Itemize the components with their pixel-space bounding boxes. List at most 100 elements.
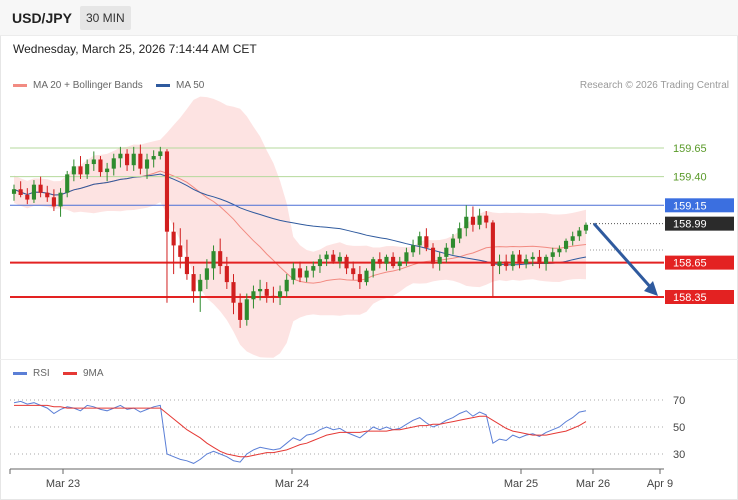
candle-body bbox=[517, 254, 522, 264]
candle-body bbox=[131, 153, 136, 166]
candle-body bbox=[138, 153, 143, 169]
x-tick-label: Mar 23 bbox=[46, 478, 80, 490]
candle-body bbox=[424, 236, 429, 248]
candle-body bbox=[178, 245, 183, 257]
candle-body bbox=[218, 251, 223, 267]
candle-body bbox=[504, 261, 509, 267]
legend-ma20: MA 20 + Bollinger Bands bbox=[13, 80, 143, 91]
candle-body bbox=[484, 215, 489, 223]
candle-body bbox=[544, 256, 549, 264]
candle-body bbox=[38, 184, 43, 193]
candle-body bbox=[158, 151, 163, 157]
candle-body bbox=[411, 245, 416, 253]
candle-body bbox=[238, 302, 243, 320]
candle-body bbox=[351, 268, 356, 275]
symbol-label: USD/JPY bbox=[12, 10, 72, 26]
candle-body bbox=[297, 268, 303, 278]
legend-rsi: RSI bbox=[13, 368, 50, 379]
candle-body bbox=[524, 259, 529, 264]
forecast-arrow-head bbox=[644, 281, 658, 296]
level-label-159-15: 159.15 bbox=[673, 200, 707, 212]
candle-body bbox=[384, 256, 389, 264]
candle-body bbox=[371, 259, 376, 271]
candle-body bbox=[244, 299, 249, 320]
candle-body bbox=[91, 159, 96, 165]
candle-body bbox=[391, 256, 396, 267]
ma20-label: MA 20 + Bollinger Bands bbox=[33, 80, 143, 91]
candle-body bbox=[344, 256, 349, 269]
level-tag-158-99 bbox=[665, 216, 734, 231]
candle-body bbox=[224, 266, 229, 283]
candle-body bbox=[78, 166, 83, 175]
top-bar: USD/JPY 30 MIN bbox=[0, 0, 738, 36]
candle-body bbox=[510, 254, 515, 267]
candle-body bbox=[304, 270, 309, 278]
candle-body bbox=[125, 153, 130, 166]
date-time: Wednesday, March 25, 2026 7:14:44 AM CET bbox=[13, 42, 257, 56]
forecast-arrow-shaft bbox=[592, 222, 655, 291]
candle-body bbox=[477, 215, 482, 225]
rsi-ma-swatch bbox=[63, 372, 77, 375]
candle-body bbox=[18, 189, 23, 195]
candle-body bbox=[151, 156, 156, 160]
candle-body bbox=[530, 256, 535, 260]
x-tick-label: Apr 9 bbox=[647, 478, 673, 490]
rsi-level-label-30: 30 bbox=[673, 449, 685, 461]
candle-body bbox=[437, 256, 442, 264]
level-label-158-35: 158.35 bbox=[673, 292, 707, 304]
candle-body bbox=[204, 268, 209, 280]
candle-body bbox=[277, 291, 283, 297]
candle-body bbox=[111, 158, 116, 169]
candle-body bbox=[470, 216, 475, 225]
rsi-line bbox=[13, 400, 587, 464]
candle-body bbox=[105, 168, 110, 173]
candle-body bbox=[211, 251, 216, 269]
candle-body bbox=[51, 197, 56, 207]
candle-body bbox=[118, 153, 123, 159]
candle-body bbox=[464, 216, 469, 229]
candle-body bbox=[490, 222, 495, 267]
candle-body bbox=[404, 252, 409, 262]
level-tag-159-15 bbox=[665, 198, 734, 213]
level-label-159-65: 159.65 bbox=[673, 143, 707, 155]
candle-body bbox=[397, 261, 402, 267]
candle-body bbox=[264, 288, 269, 296]
candle-body bbox=[271, 295, 276, 297]
candle-body bbox=[45, 192, 50, 198]
candle-body bbox=[144, 159, 150, 169]
candle-body bbox=[171, 231, 176, 246]
rsi-level-label-50: 50 bbox=[673, 422, 685, 434]
candle-body bbox=[251, 291, 256, 300]
timeframe-button[interactable]: 30 MIN bbox=[80, 6, 131, 30]
level-label-158-65: 158.65 bbox=[673, 258, 707, 270]
level-tag-158-35 bbox=[665, 290, 734, 304]
x-tick-label: Mar 24 bbox=[275, 478, 309, 490]
candle-body bbox=[444, 247, 449, 257]
candle-body bbox=[570, 236, 575, 241]
candle-body bbox=[583, 224, 589, 231]
candle-body bbox=[417, 236, 422, 246]
rsi-ma-line bbox=[14, 404, 587, 458]
candle-body bbox=[450, 238, 456, 248]
candle-body bbox=[317, 259, 323, 267]
rsi-label: RSI bbox=[33, 368, 50, 379]
candle-body bbox=[324, 254, 329, 260]
level-label-158-99: 158.99 bbox=[673, 219, 707, 231]
bollinger-band bbox=[14, 96, 586, 358]
candle-body bbox=[98, 159, 103, 173]
candle-body bbox=[311, 266, 316, 271]
candle-body bbox=[284, 279, 289, 292]
candle-body bbox=[71, 166, 76, 175]
candle-body bbox=[198, 279, 203, 292]
candle-body bbox=[577, 230, 582, 237]
candle-body bbox=[550, 252, 555, 257]
candle-body bbox=[557, 248, 562, 253]
level-label-159-40: 159.40 bbox=[673, 172, 707, 184]
level-tag-158-65 bbox=[665, 255, 734, 270]
candle-body bbox=[377, 259, 382, 264]
candle-body bbox=[85, 164, 90, 175]
rsi-level-label-70: 70 bbox=[673, 395, 685, 407]
candle-body bbox=[58, 192, 63, 207]
candle-body bbox=[231, 282, 236, 303]
